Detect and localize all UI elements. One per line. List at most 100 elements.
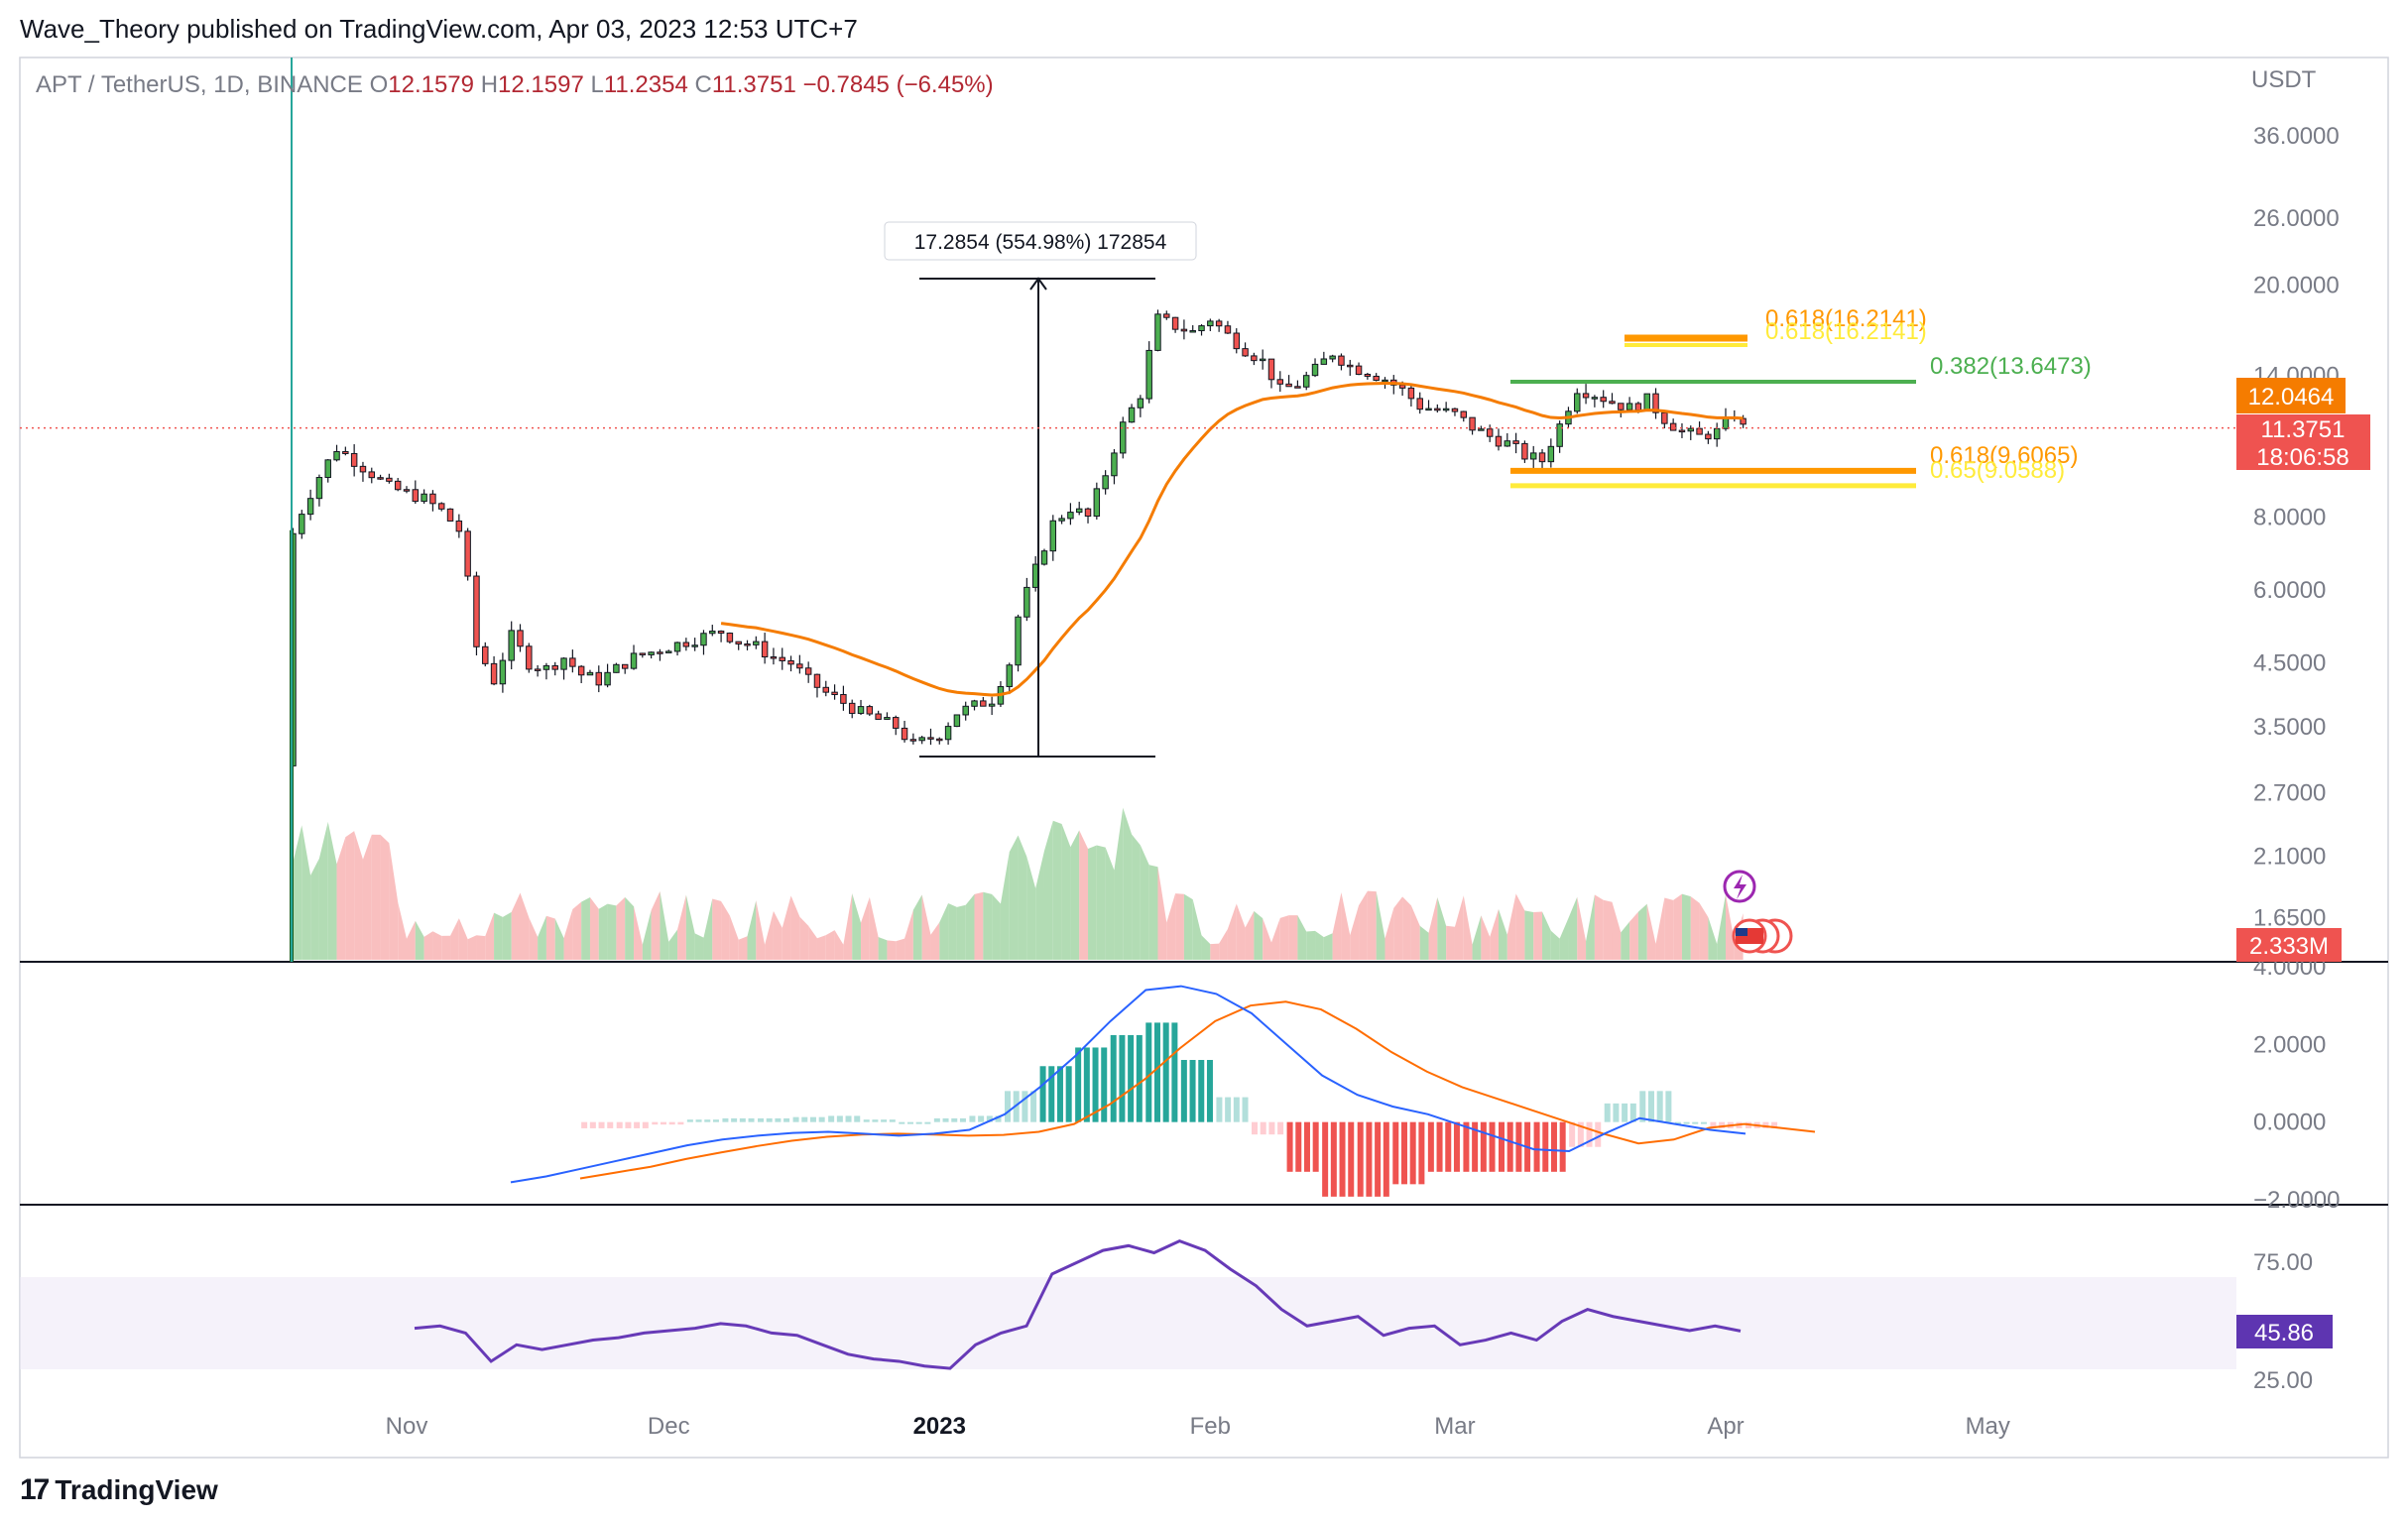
- rsi-pane: [414, 1238, 1742, 1370]
- candle-body: [306, 498, 314, 516]
- axes: USDT36.000026.000020.000014.00008.00006.…: [20, 66, 2340, 1440]
- candle-body: [1067, 512, 1074, 520]
- candle-body: [1669, 422, 1677, 431]
- candle-body: [1224, 325, 1232, 334]
- candle-body: [586, 671, 594, 676]
- macd-histogram-bar: [616, 1121, 623, 1128]
- measure-tool[interactable]: 17.2854 (554.98%) 172854: [884, 221, 1197, 758]
- candle-body: [1442, 408, 1450, 411]
- legend-symbol[interactable]: APT / TetherUS, 1D, BINANCE: [36, 71, 363, 98]
- macd-histogram-bar: [1453, 1121, 1460, 1172]
- candle-body: [324, 459, 331, 479]
- rsi-line: [414, 1238, 1742, 1370]
- volume-segment: [1350, 905, 1360, 960]
- candle-body: [1538, 452, 1546, 463]
- volume-segment: [1157, 867, 1167, 960]
- macd-histogram-bar: [1075, 1047, 1082, 1122]
- candle-body: [1093, 488, 1101, 518]
- currency-label: USDT: [2251, 66, 2317, 93]
- candle-body: [770, 656, 778, 659]
- candle-body: [1582, 393, 1590, 399]
- candle-body: [1687, 427, 1694, 432]
- volume-segment: [1664, 897, 1674, 960]
- candle-body: [1338, 355, 1345, 366]
- candle-body: [1189, 329, 1196, 333]
- macd-histogram-bar: [1762, 1121, 1769, 1128]
- candle-body: [1451, 408, 1459, 412]
- macd-histogram-bar: [1683, 1121, 1690, 1124]
- macd-histogram-bar: [677, 1121, 684, 1125]
- volume-segment: [1594, 894, 1604, 960]
- volume-segment: [467, 935, 477, 960]
- price-tick-label: 8.0000: [2253, 505, 2326, 531]
- candle-body: [1276, 379, 1284, 385]
- macd-histogram-bar: [1418, 1121, 1425, 1185]
- macd-histogram-bar: [942, 1117, 949, 1122]
- legend-high: 12.1597: [498, 71, 584, 98]
- volume-segment: [1245, 910, 1255, 960]
- legend-open: 12.1579: [388, 71, 475, 98]
- candle-body: [1171, 316, 1179, 330]
- macd-histogram-bar: [1268, 1121, 1275, 1135]
- candle-body: [1137, 398, 1144, 409]
- volume-segment: [1603, 899, 1613, 960]
- candle-body: [1111, 452, 1118, 477]
- fib-label: 0.382(13.6473): [1930, 353, 2092, 380]
- fib-levels[interactable]: 0.618(16.2141)0.618(16.2141)0.382(13.647…: [1510, 305, 2092, 489]
- macd-histogram-bar: [915, 1121, 922, 1124]
- volume-segment: [1454, 895, 1464, 960]
- candle-body: [1556, 423, 1563, 447]
- macd-histogram-bar: [1119, 1034, 1126, 1122]
- candle-body: [595, 671, 603, 686]
- publisher-line: Wave_Theory published on TradingView.com…: [20, 14, 858, 44]
- candle-body: [1643, 393, 1650, 411]
- candle-body: [691, 644, 698, 647]
- candle-body: [1145, 349, 1152, 400]
- volume-segment: [1385, 907, 1394, 960]
- volume-segment: [511, 892, 521, 960]
- candle-body: [621, 663, 629, 669]
- candle-body: [613, 663, 620, 673]
- time-tick-label: Apr: [1707, 1413, 1744, 1440]
- legend-low-key: L: [590, 71, 604, 98]
- candle-body: [1713, 427, 1721, 440]
- legend-low: 11.2354: [603, 71, 688, 98]
- tradingview-logo[interactable]: 17 TradingView: [20, 1473, 218, 1507]
- macd-histogram-bar: [704, 1119, 711, 1122]
- price-tick-label: 36.0000: [2253, 123, 2340, 150]
- event-icons[interactable]: [1723, 870, 1793, 954]
- volume-segment: [1009, 835, 1019, 960]
- time-tick-label: Feb: [1190, 1413, 1231, 1440]
- volume-segment: [721, 900, 730, 960]
- volume-segment: [1717, 893, 1726, 960]
- time-tick-label: Dec: [648, 1413, 690, 1440]
- last-price-label: 11.3751: [2261, 416, 2346, 443]
- macd-histogram-bar: [1392, 1121, 1399, 1185]
- candle-body: [709, 630, 716, 635]
- macd-histogram-bar: [1366, 1121, 1373, 1197]
- macd-histogram-bar: [1277, 1121, 1284, 1135]
- volume-badge-label: 2.333M: [2249, 933, 2329, 960]
- macd-histogram-bar: [1110, 1034, 1117, 1122]
- candle-body: [909, 739, 917, 742]
- macd-histogram-bar: [1162, 1022, 1169, 1122]
- macd-histogram-bar: [1030, 1091, 1037, 1122]
- macd-histogram-bar: [809, 1116, 816, 1122]
- volume-segment: [538, 915, 546, 960]
- volume-segment: [1673, 893, 1682, 960]
- macd-histogram-bar: [828, 1115, 835, 1122]
- volume-segment: [939, 903, 949, 960]
- candle-body: [455, 520, 463, 532]
- volume-segment: [1332, 892, 1342, 960]
- macd-histogram-bar: [1206, 1060, 1213, 1122]
- volume-segment: [1070, 830, 1080, 960]
- volume-segment: [380, 834, 390, 960]
- candle-body: [726, 633, 734, 643]
- volume-segment: [485, 912, 495, 960]
- macd-histogram-bar: [854, 1115, 861, 1122]
- volume-segment: [1506, 893, 1516, 960]
- volume-segment: [1270, 917, 1280, 960]
- volume-segment: [301, 825, 311, 960]
